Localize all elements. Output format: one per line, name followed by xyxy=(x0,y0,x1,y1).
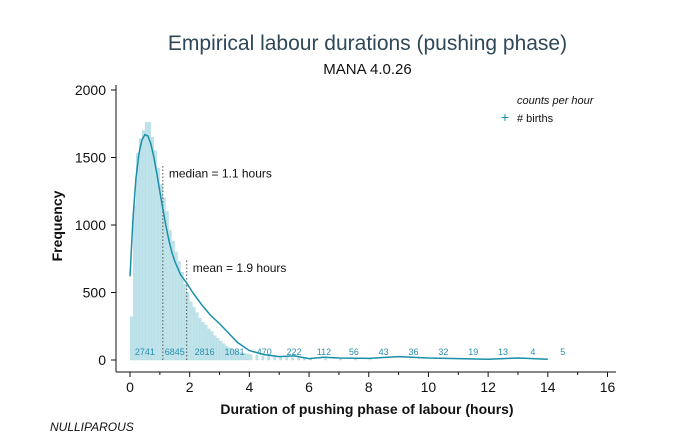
histogram-bar xyxy=(213,335,217,361)
hourly-count-label: 112 xyxy=(317,347,331,357)
legend-plus-icon: + xyxy=(501,109,509,125)
histogram-bar xyxy=(148,122,151,361)
histogram-bar xyxy=(159,184,163,361)
histogram-bar xyxy=(273,356,277,361)
histogram-bar xyxy=(339,358,342,361)
chart-subtitle: MANA 4.0.26 xyxy=(323,61,412,78)
histogram-bar xyxy=(231,349,235,361)
y-tick-label: 0 xyxy=(98,352,106,368)
histogram-bar xyxy=(183,284,187,361)
histogram-bar xyxy=(180,272,184,361)
histogram-bar xyxy=(261,355,265,361)
hourly-count-label: 4 xyxy=(530,347,535,357)
histogram-bar xyxy=(210,331,214,361)
x-tick-label: 4 xyxy=(245,379,253,395)
footnote-nulliparous: NULLIPAROUS xyxy=(50,420,134,434)
histogram-bar xyxy=(195,312,199,361)
hourly-count-label: 43 xyxy=(379,347,389,357)
hourly-count-label: 19 xyxy=(468,347,478,357)
histogram-bar xyxy=(165,211,169,361)
histogram-bar xyxy=(222,343,226,361)
hourly-count-label: 2816 xyxy=(195,347,215,357)
legend-title: counts per hour xyxy=(517,95,595,107)
hourly-count-label: 1081 xyxy=(224,347,244,357)
hourly-count-label: 13 xyxy=(498,347,508,357)
histogram-bar xyxy=(201,322,205,361)
x-tick-label: 8 xyxy=(365,379,373,395)
histogram-bar xyxy=(153,150,157,361)
hourly-count-label: 36 xyxy=(409,347,419,357)
histogram-bar xyxy=(225,346,229,361)
histogram-bar xyxy=(249,354,253,361)
y-tick-label: 1000 xyxy=(75,217,106,233)
density-curve xyxy=(129,133,548,361)
histogram-bar xyxy=(240,352,244,361)
hourly-count-label: 222 xyxy=(287,347,302,357)
x-tick-label: 2 xyxy=(186,379,194,395)
histogram-bar xyxy=(145,122,148,361)
histogram-bar xyxy=(171,240,175,361)
histogram-bar xyxy=(237,351,241,361)
histogram-bar xyxy=(186,292,190,361)
histogram-bar xyxy=(324,358,327,361)
histogram-bar xyxy=(198,317,202,361)
histogram-bar xyxy=(133,204,136,361)
y-tick-label: 2000 xyxy=(75,82,106,98)
histogram-bar xyxy=(142,130,145,361)
hourly-count-label: 2741 xyxy=(135,347,155,357)
histogram-bar xyxy=(192,307,196,361)
histogram-bar xyxy=(219,340,223,361)
mean-label: mean = 1.9 hours xyxy=(193,261,287,275)
chart-title: Empirical labour durations (pushing phas… xyxy=(167,32,568,55)
histogram-bar xyxy=(246,353,250,361)
y-tick-label: 500 xyxy=(83,285,107,301)
histogram-bar xyxy=(279,357,283,361)
hourly-count-label: 470 xyxy=(257,347,272,357)
x-tick-label: 12 xyxy=(480,379,496,395)
histogram-bar xyxy=(243,353,247,361)
x-tick-label: 10 xyxy=(421,379,437,395)
histogram-bar xyxy=(285,357,289,361)
histogram-bar xyxy=(174,251,178,361)
x-axis-title: Duration of pushing phase of labour (hou… xyxy=(220,401,513,417)
histogram-bar xyxy=(291,357,295,361)
y-tick-label: 1500 xyxy=(75,150,106,166)
x-tick-label: 16 xyxy=(600,379,616,395)
histogram-bar xyxy=(255,355,259,361)
x-tick-label: 14 xyxy=(540,379,556,395)
y-axis-title: Frequency xyxy=(49,190,65,261)
hourly-count-label: 6845 xyxy=(165,347,185,357)
legend-label-births: # births xyxy=(517,113,554,125)
x-tick-label: 6 xyxy=(305,379,313,395)
median-label: median = 1.1 hours xyxy=(169,167,272,181)
histogram-bar xyxy=(130,316,133,361)
histogram-bar xyxy=(156,168,160,361)
histogram-bar xyxy=(177,261,181,361)
histogram-bar xyxy=(297,357,301,361)
hourly-count-label: 5 xyxy=(560,347,565,357)
histogram-bar xyxy=(139,138,142,361)
histogram-bar xyxy=(353,359,357,361)
hourly-count-label: 56 xyxy=(349,347,359,357)
x-tick-label: 0 xyxy=(126,379,134,395)
histogram-bar xyxy=(228,347,232,361)
histogram-bar xyxy=(204,324,208,361)
histogram-bar xyxy=(168,230,172,361)
histogram-bar xyxy=(267,356,271,361)
hourly-count-label: 32 xyxy=(438,347,448,357)
histogram-bar xyxy=(216,338,220,361)
histogram-bar xyxy=(207,328,211,361)
histogram-bar xyxy=(150,137,154,361)
histogram-bar xyxy=(136,153,139,361)
histogram-bar xyxy=(189,301,193,361)
histogram-bar xyxy=(234,350,238,361)
